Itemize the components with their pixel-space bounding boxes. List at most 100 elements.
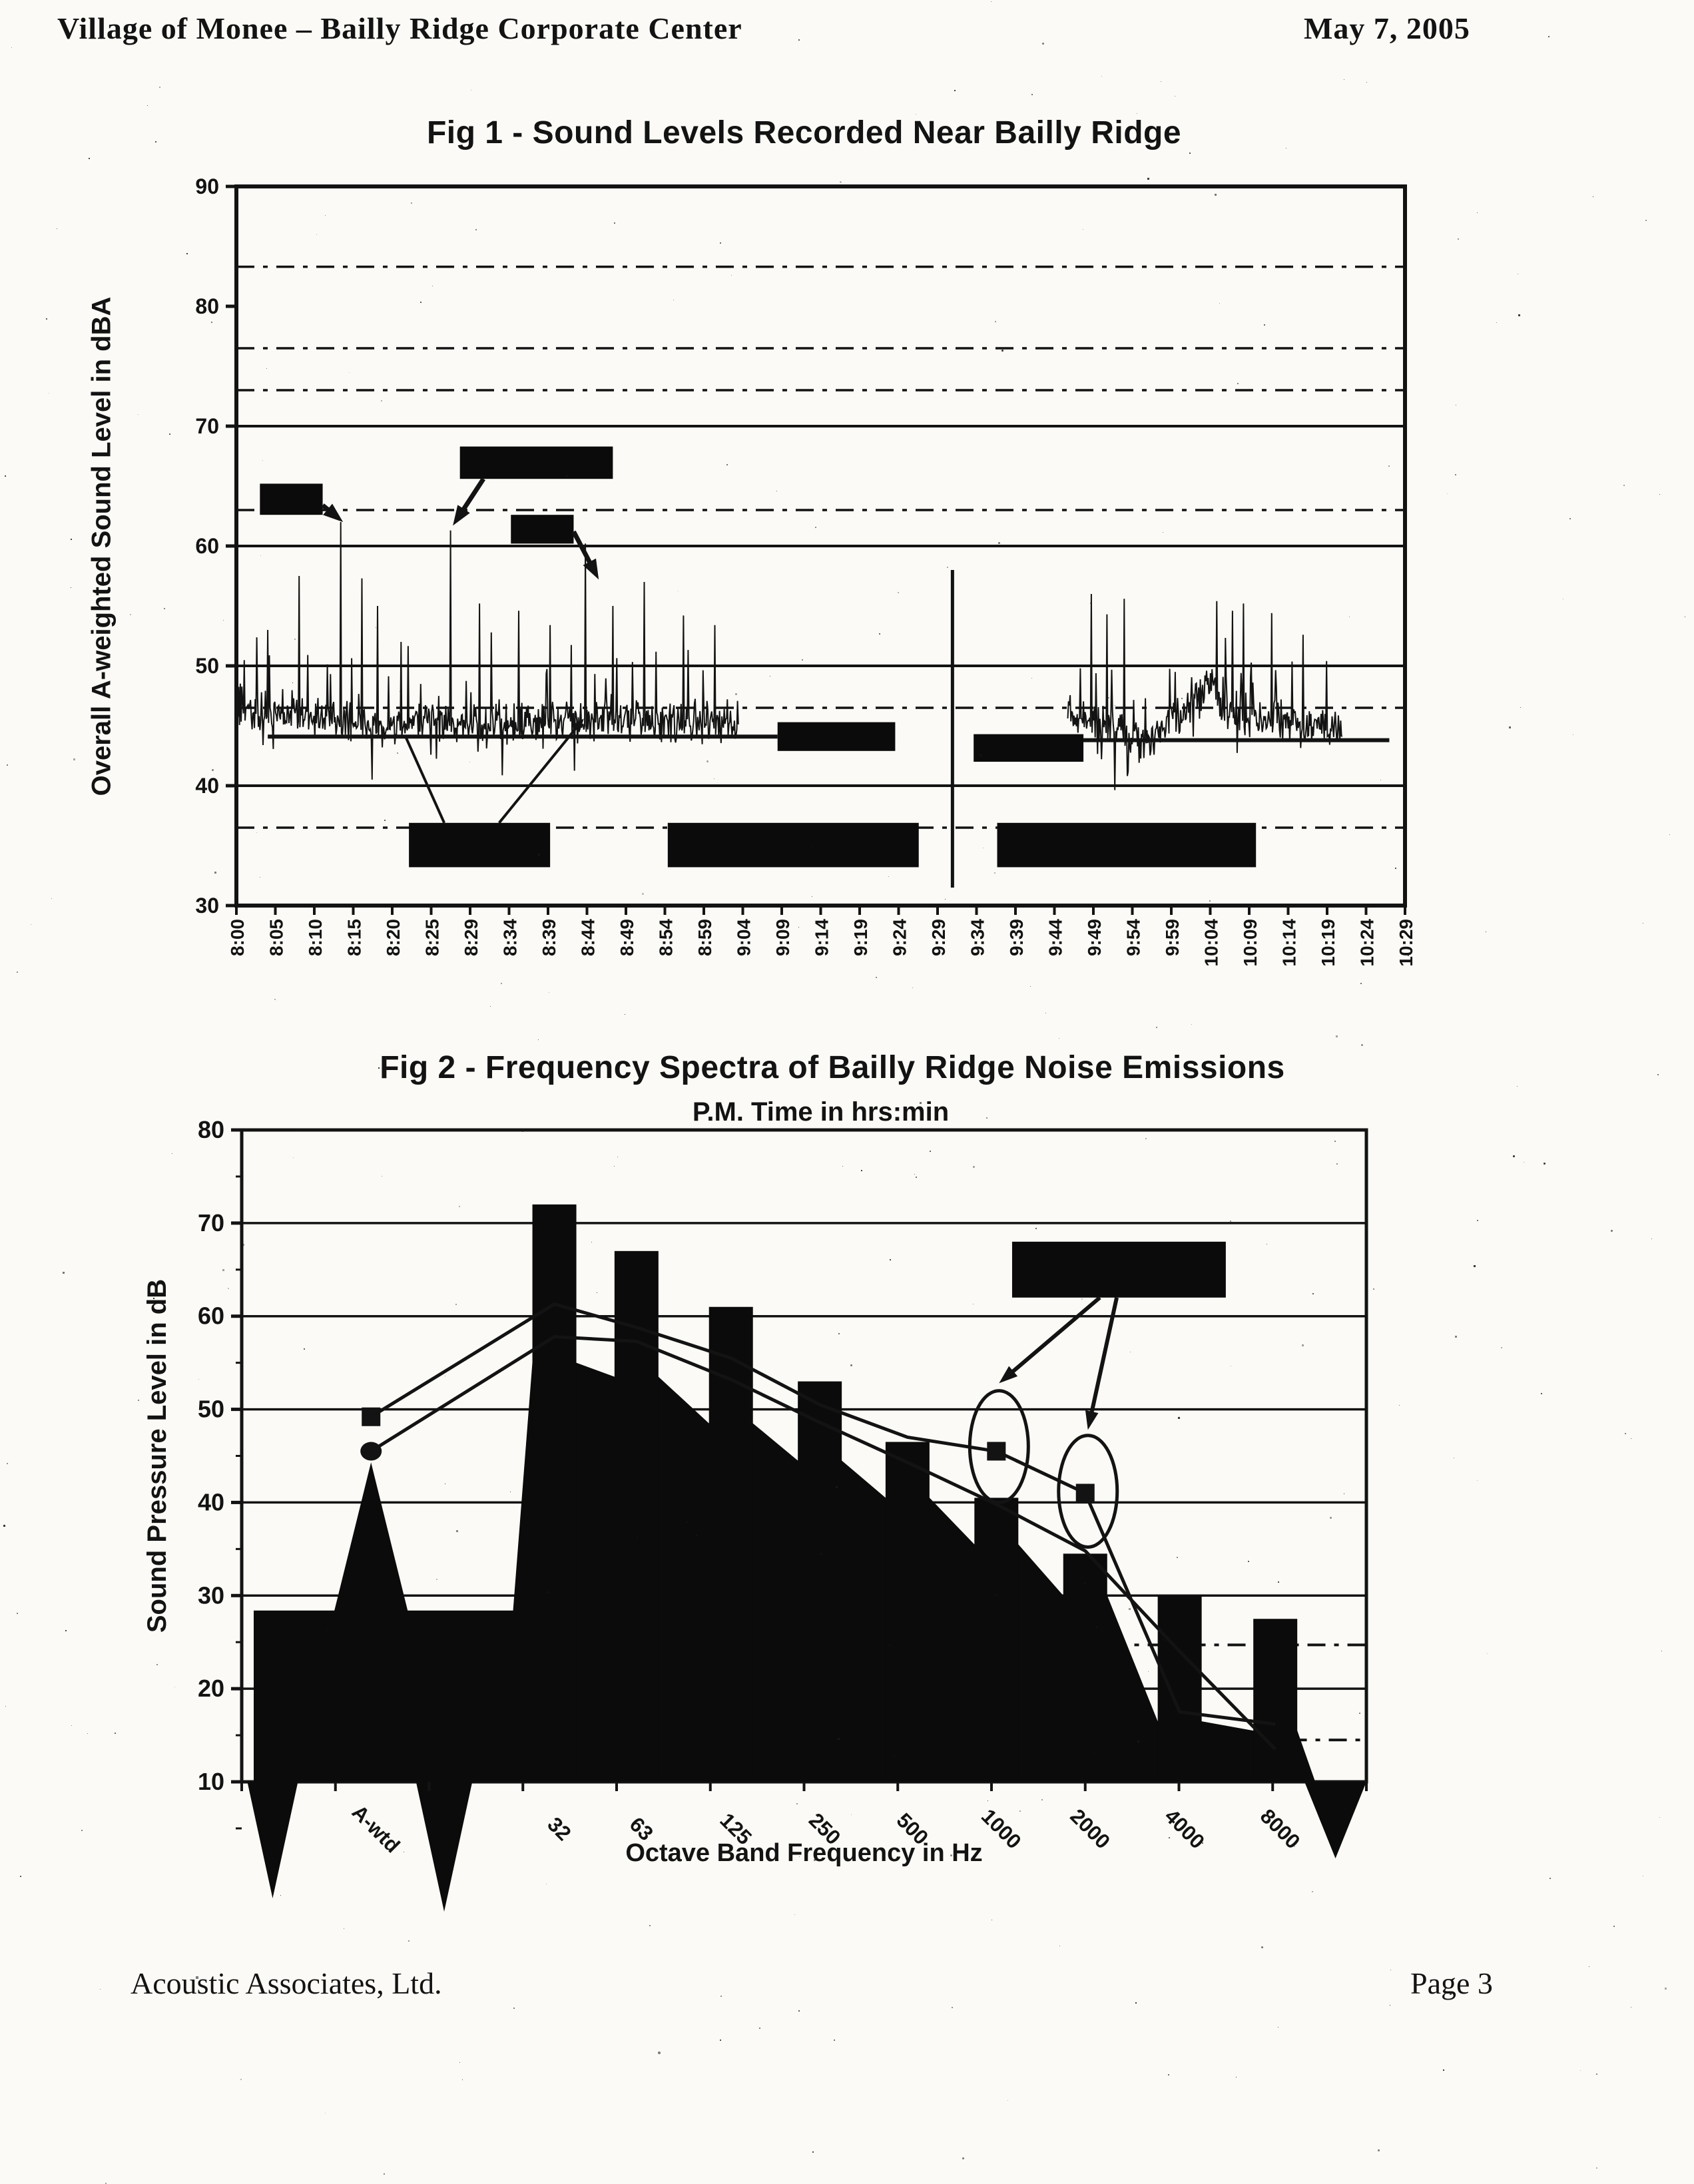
scan-speck (153, 1298, 154, 1299)
scan-speck (1520, 707, 1522, 708)
square-marker (1075, 1484, 1095, 1503)
scan-speck (1096, 1627, 1097, 1628)
header-title: Village of Monee – Bailly Ridge Corporat… (57, 11, 742, 45)
scan-speck (147, 105, 148, 107)
spectrum-bar (1063, 1553, 1107, 1782)
scan-speck (1501, 1347, 1502, 1348)
scan-speck (397, 752, 398, 754)
scan-speck (1215, 194, 1217, 196)
scan-speck (1550, 1878, 1551, 1879)
scan-speck (838, 1738, 840, 1740)
scan-speck (1178, 1417, 1180, 1419)
scan-speck (1181, 698, 1183, 700)
scan-artifact-triangle (247, 1782, 298, 1898)
scan-speck (296, 1129, 298, 1131)
scan-speck (850, 1364, 853, 1367)
scan-speck (1596, 2073, 1598, 2075)
scan-speck (1360, 983, 1362, 984)
scan-speck (572, 1274, 573, 1276)
scan-speck (1041, 1799, 1043, 1800)
circle-marker-line (370, 1334, 1276, 1751)
x-axis-tick-label: 10:14 (1279, 919, 1300, 967)
scan-speck (262, 460, 264, 461)
scan-speck (995, 1594, 997, 1595)
x-axis-tick-label: 9:39 (1006, 919, 1027, 956)
scan-speck (1169, 947, 1171, 949)
scan-speck (1264, 324, 1266, 326)
scan-artifact-triangle (1304, 1782, 1366, 1858)
x-axis-tick-label: 9:29 (928, 919, 949, 956)
scan-speck (876, 977, 878, 979)
y-axis-tick-label: 50 (198, 1396, 224, 1423)
scan-speck (1518, 314, 1520, 316)
redacted-label-box (459, 446, 613, 479)
scan-speck (1477, 212, 1478, 214)
scan-speck (462, 2079, 463, 2081)
scan-speck (842, 1166, 844, 1167)
x-axis-tick-label: 8:15 (344, 919, 365, 956)
scan-speck (1447, 493, 1448, 495)
y-axis-tick-label: 30 (195, 894, 219, 918)
scan-speck (459, 2062, 461, 2063)
scan-speck (856, 130, 858, 131)
spectrum-bar (1253, 1619, 1298, 1782)
x-axis-tick-label: 9:24 (890, 919, 910, 956)
fig2-title: Fig 2 - Frequency Spectra of Bailly Ridg… (380, 1050, 1285, 1085)
scan-speck (912, 987, 914, 989)
scan-speck (196, 1976, 198, 1979)
scan-speck (198, 1379, 200, 1380)
spectrum-bar (974, 1498, 1019, 1782)
redaction-arrow (571, 530, 593, 565)
y-axis-tick-label: 20 (198, 1675, 224, 1702)
scan-speck (63, 1272, 65, 1274)
scan-speck (1487, 1653, 1488, 1655)
scan-speck (408, 1940, 410, 1942)
scan-speck (834, 2040, 836, 2042)
scan-speck (155, 141, 157, 143)
scan-speck (46, 318, 47, 320)
scan-speck (1361, 1044, 1364, 1047)
scan-speck (5, 1706, 7, 1707)
scan-speck (384, 820, 386, 822)
scan-speck (1625, 1433, 1626, 1434)
scan-speck (1237, 383, 1239, 384)
scan-speck (20, 1876, 21, 1877)
scan-speck (436, 1579, 438, 1581)
scan-speck (490, 1006, 491, 1007)
y-axis-tick-label: 70 (198, 1209, 224, 1236)
x-axis-tick-label: 10:24 (1357, 919, 1378, 967)
x-axis-tick-label: 9:19 (850, 919, 871, 956)
scan-speck (501, 983, 502, 984)
scan-speck (65, 1630, 67, 1631)
redacted-label-box (997, 822, 1257, 868)
scan-speck (1450, 1993, 1452, 1996)
x-axis-tick-label: 8:00 (227, 919, 248, 956)
scan-speck (986, 1117, 988, 1119)
scan-speck (798, 39, 800, 41)
spectrum-bar (885, 1442, 930, 1782)
scan-speck (815, 527, 817, 529)
redaction-arrow (1089, 1297, 1119, 1414)
x-axis-tick-label: 9:09 (772, 919, 793, 956)
scan-speck (1378, 2149, 1380, 2151)
fig1-plot: 90 80 70 60 50 40 30 8:00 8:05 8:10 8:15 8:20 8:25 8:… (195, 174, 1416, 967)
x-axis-tick-label: 8:44 (578, 919, 599, 956)
spectrum-area-mass (254, 1362, 1316, 1782)
x-axis-tick-label: 9:49 (1084, 919, 1105, 956)
scan-speck (1474, 1265, 1476, 1267)
scan-speck (814, 1859, 816, 1862)
scan-speck (1548, 36, 1550, 37)
x-axis-tick-label: 10:19 (1318, 919, 1338, 967)
scan-speck (861, 1170, 862, 1171)
scan-speck (294, 639, 296, 640)
scan-speck (720, 242, 722, 244)
scan-speck (986, 1655, 988, 1657)
scan-speck (1373, 1288, 1374, 1290)
scan-speck (411, 202, 412, 204)
scan-speck (274, 999, 276, 1000)
scan-speck (1569, 518, 1571, 519)
scan-speck (995, 321, 996, 322)
y-axis-tick-label: 40 (195, 774, 219, 798)
